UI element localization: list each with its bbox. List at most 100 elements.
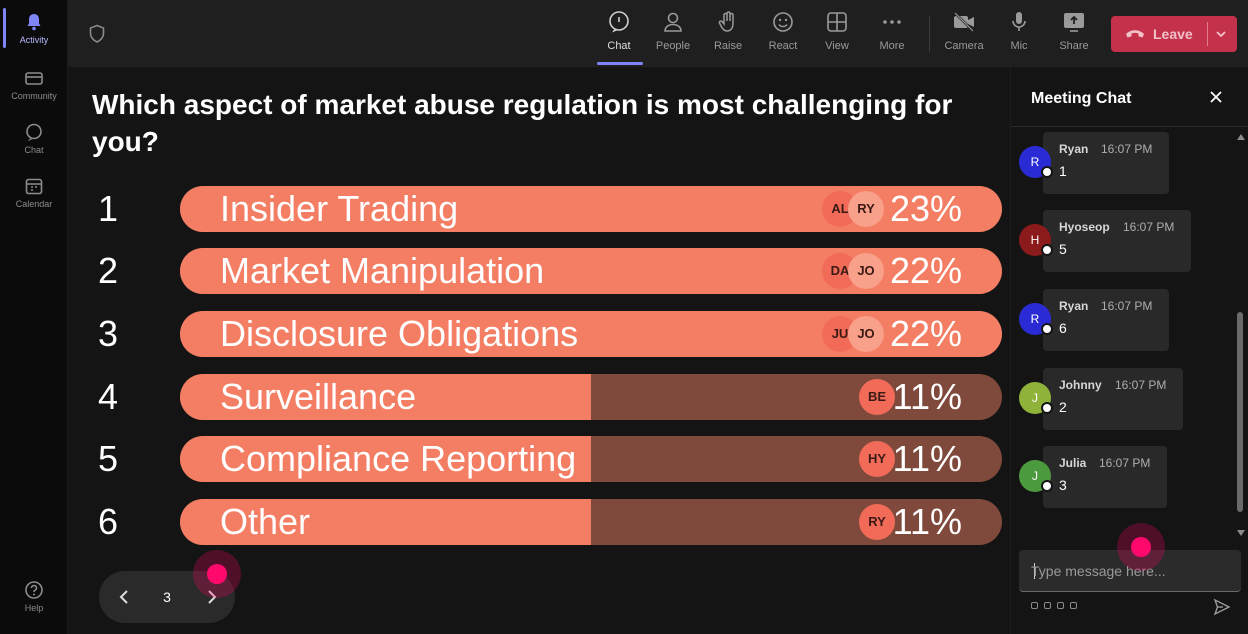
poll-option-bar[interactable]: Insider Trading AL RY 23% [180, 186, 1002, 232]
toolbar-raise-button[interactable]: Raise [701, 10, 755, 52]
toolbar-raise-label: Raise [713, 40, 743, 52]
avatar[interactable]: J [1019, 460, 1053, 492]
rail-item-label: Community [11, 91, 57, 101]
app-rail: Activity Community Chat Calendar Help [0, 0, 68, 634]
poll-option-bar[interactable]: Disclosure Obligations JU JO 22% [180, 311, 1002, 357]
presence-status-icon [1041, 323, 1053, 335]
poll-option-bar[interactable]: Surveillance BE 11% [180, 374, 1002, 420]
rail-item-activity[interactable]: Activity [0, 12, 68, 45]
poll-option-bar-fill [180, 374, 591, 420]
avatar-initial: H [1030, 233, 1040, 247]
scroll-down-arrow-icon[interactable] [1237, 530, 1245, 536]
chat-scrollbar[interactable] [1235, 130, 1247, 542]
poll-option-percent: 22% [889, 313, 962, 354]
poll-option-label: Market Manipulation [220, 250, 545, 291]
chat-message-bubble: Johnny 16:07 PM 2 [1043, 368, 1183, 430]
toolbar-mic-label: Mic [1010, 40, 1028, 52]
rail-item-label: Calendar [15, 199, 53, 209]
poll-option-label: Disclosure Obligations [220, 313, 579, 354]
poll-option-bar[interactable]: Other RY 11% [180, 499, 1002, 545]
calendar-icon [25, 178, 43, 195]
toolbar-more-label: More [879, 40, 905, 52]
toolbar-react-label: React [768, 40, 798, 52]
poll-option-row[interactable]: 1 Insider Trading AL RY 23% [68, 186, 1010, 232]
poll-question: Which aspect of market abuse regulation … [92, 89, 953, 157]
poll-option-row[interactable]: 2 Market Manipulation DA JO 22% [68, 248, 1010, 294]
active-tab-indicator [597, 62, 643, 65]
rail-active-indicator [3, 8, 6, 48]
poll-stage: Which aspect of market abuse regulation … [68, 68, 1010, 634]
toolbar-more-button[interactable]: More [865, 10, 919, 52]
poll-option-row[interactable]: 3 Disclosure Obligations JU JO 22% [68, 311, 1010, 357]
close-icon[interactable] [1209, 90, 1223, 104]
chevron-down-icon[interactable] [1215, 28, 1227, 40]
chat-message-bubble: Ryan 16:07 PM 1 [1043, 132, 1169, 194]
poll-option-number: 4 [98, 376, 119, 417]
pointer-cursor-indicator [193, 550, 241, 598]
avatar-initial: R [1030, 312, 1040, 326]
poll-option-row[interactable]: 5 Compliance Reporting HY 11% [68, 436, 1010, 482]
toolbar-camera-button[interactable]: Camera [937, 10, 991, 52]
share-screen-icon [1064, 13, 1084, 32]
chevron-right-icon[interactable] [203, 589, 219, 605]
avatar[interactable]: H [1019, 224, 1053, 256]
toolbar-react-button[interactable]: React [756, 10, 810, 52]
chat-timestamp: 16:07 PM [1101, 299, 1153, 313]
toolbar-chat-button[interactable]: Chat [592, 10, 646, 52]
presence-status-icon [1041, 244, 1053, 256]
poll-option-percent: 22% [889, 250, 962, 291]
chat-sender-name: Ryan [1059, 142, 1089, 156]
smiley-icon [773, 12, 793, 32]
gif-icon[interactable] [1070, 602, 1077, 609]
poll-option-bar-fill [180, 436, 591, 482]
rail-item-chat[interactable]: Chat [0, 122, 68, 155]
toolbar-chat-label: Chat [607, 40, 631, 52]
poll-option-percent: 11% [892, 438, 962, 479]
presence-status-icon [1041, 480, 1053, 492]
rail-item-community[interactable]: Community [0, 68, 68, 101]
message-compose-box[interactable] [1019, 550, 1241, 592]
chat-icon [609, 11, 629, 33]
rail-item-calendar[interactable]: Calendar [0, 176, 68, 209]
voter-avatar: RY [859, 504, 895, 540]
avatar[interactable]: R [1019, 146, 1053, 178]
chevron-left-icon[interactable] [117, 589, 133, 605]
people-icon [664, 12, 682, 32]
camera-off-icon [954, 12, 974, 32]
poll-option-number: 2 [98, 250, 119, 291]
avatar[interactable]: R [1019, 303, 1053, 335]
toolbar-people-button[interactable]: People [646, 10, 700, 52]
send-icon[interactable] [1213, 598, 1231, 616]
message-input[interactable] [1031, 550, 1231, 592]
community-icon [25, 72, 43, 85]
more-dots-icon [883, 20, 901, 24]
rail-item-help[interactable]: Help [0, 580, 68, 613]
emoji-icon[interactable] [1057, 602, 1064, 609]
scroll-thumb[interactable] [1237, 312, 1243, 512]
poll-option-bar[interactable]: Compliance Reporting HY 11% [180, 436, 1002, 482]
chat-timestamp: 16:07 PM [1115, 378, 1167, 392]
leave-button[interactable]: Leave [1111, 16, 1237, 52]
voter-avatar: RY [848, 191, 884, 227]
shield-icon[interactable] [88, 24, 106, 44]
poll-option-number: 1 [98, 188, 119, 229]
poll-option-bar[interactable]: Market Manipulation DA JO 22% [180, 248, 1002, 294]
format-icon[interactable] [1031, 602, 1038, 609]
chat-icon [26, 123, 42, 141]
pointer-cursor-indicator [1117, 523, 1165, 571]
hang-up-icon [1126, 30, 1144, 38]
chat-message-text: 1 [1059, 163, 1067, 179]
avatar[interactable]: J [1019, 382, 1053, 414]
chat-sender-name: Johnny [1059, 378, 1102, 392]
toolbar-mic-button[interactable]: Mic [992, 10, 1046, 52]
presence-status-icon [1041, 166, 1053, 178]
toolbar-share-button[interactable]: Share [1047, 10, 1101, 52]
scroll-up-arrow-icon[interactable] [1237, 134, 1245, 140]
poll-option-row[interactable]: 6 Other RY 11% [68, 499, 1010, 545]
chat-timestamp: 16:07 PM [1099, 456, 1151, 470]
poll-option-number: 3 [98, 313, 119, 354]
avatar-initial: J [1032, 391, 1038, 405]
poll-option-row[interactable]: 4 Surveillance BE 11% [68, 374, 1010, 420]
attach-icon[interactable] [1044, 602, 1051, 609]
toolbar-view-button[interactable]: View [810, 10, 864, 52]
